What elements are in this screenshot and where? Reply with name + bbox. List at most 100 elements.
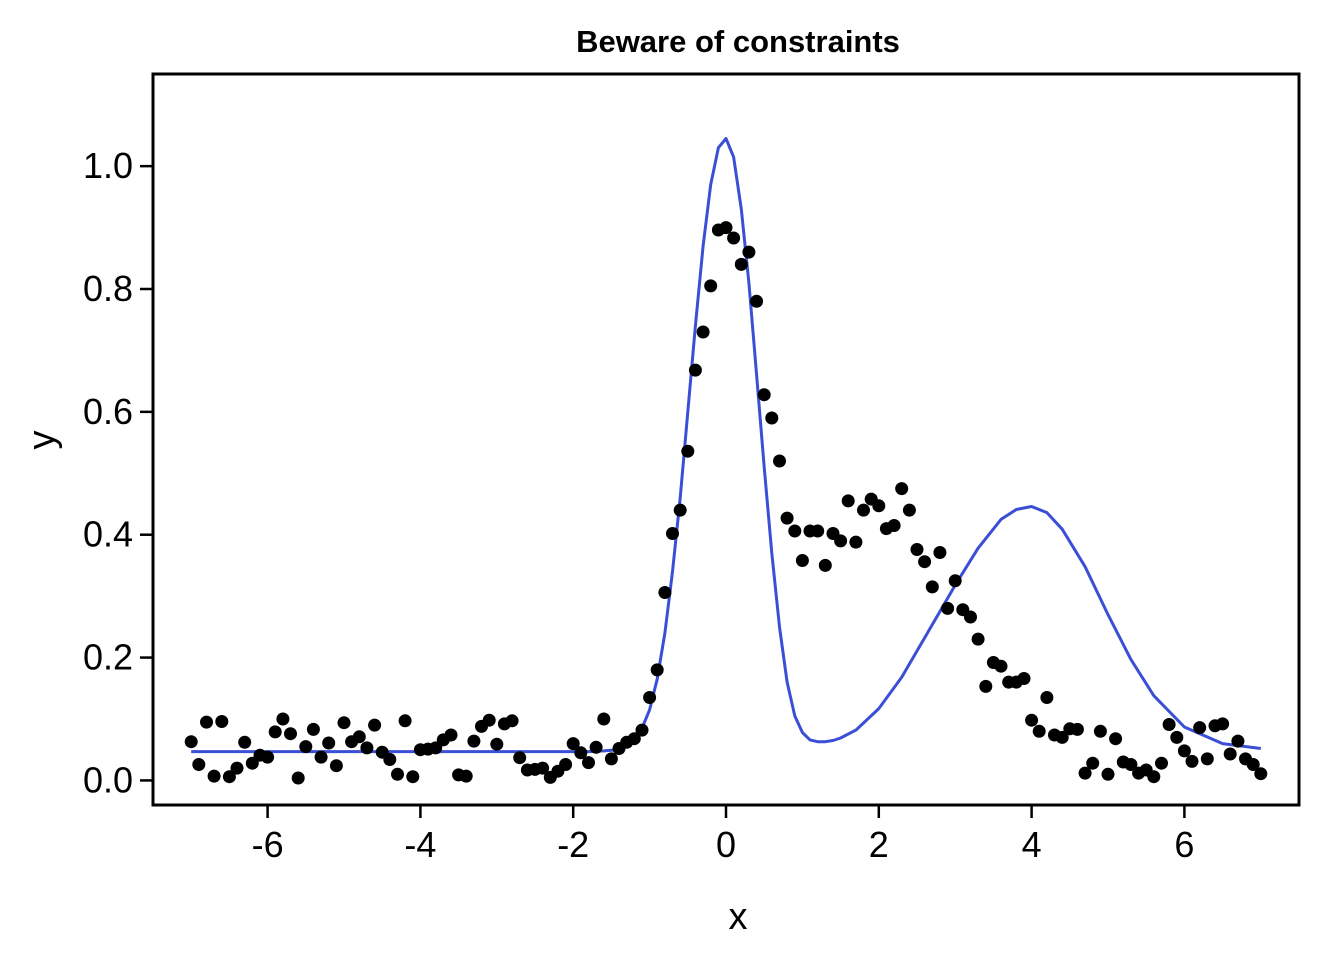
- data-point: [757, 388, 771, 402]
- data-point: [1086, 756, 1100, 770]
- data-point: [1170, 730, 1184, 744]
- data-point: [895, 482, 909, 496]
- data-point: [1025, 713, 1039, 727]
- data-point: [444, 728, 458, 742]
- data-point: [688, 363, 702, 377]
- y-tick-label: 0.2: [83, 637, 133, 678]
- data-point: [1017, 672, 1031, 685]
- y-tick-label: 0.4: [83, 514, 133, 555]
- data-point: [627, 732, 641, 746]
- data-point: [750, 294, 764, 308]
- data-point: [650, 663, 664, 677]
- data-point: [398, 714, 412, 728]
- y-tick-label: 0.0: [83, 759, 133, 800]
- data-point: [1040, 691, 1054, 704]
- data-point: [322, 736, 336, 750]
- data-point: [490, 737, 504, 751]
- data-point: [536, 761, 550, 775]
- data-point: [200, 715, 213, 729]
- data-point: [1155, 756, 1168, 770]
- data-point: [918, 555, 932, 569]
- data-point: [482, 713, 496, 727]
- plot-frame: [151, 72, 1301, 807]
- data-point: [360, 741, 374, 755]
- data-point: [887, 519, 901, 532]
- data-point: [207, 769, 221, 783]
- x-axis: -6 -4 -2 0 2 4 6: [252, 805, 1194, 865]
- x-tick-label: 0: [716, 824, 736, 865]
- data-point: [971, 632, 985, 646]
- data-point: [1093, 724, 1107, 738]
- y-tick-label: 0.8: [83, 268, 133, 309]
- data-point: [604, 752, 618, 766]
- data-point: [979, 679, 993, 693]
- data-point: [337, 716, 351, 730]
- data-point: [467, 734, 481, 748]
- data-point: [1246, 758, 1260, 771]
- data-point: [964, 610, 977, 624]
- data-point: [329, 759, 343, 773]
- data-point: [291, 771, 305, 785]
- data-point: [902, 503, 916, 517]
- data-point: [276, 712, 290, 726]
- y-axis-label: y: [21, 431, 63, 450]
- data-point: [773, 454, 786, 468]
- data-point: [368, 718, 382, 732]
- data-point: [1223, 747, 1237, 761]
- data-point: [795, 554, 809, 567]
- data-point: [268, 725, 282, 739]
- data-point: [1124, 758, 1138, 771]
- data-point: [1231, 734, 1245, 748]
- data-point: [314, 750, 328, 764]
- x-tick-label: -6: [252, 824, 284, 865]
- points-layer: [184, 221, 1268, 785]
- data-point: [1109, 732, 1123, 746]
- data-point: [299, 740, 313, 754]
- data-point: [780, 511, 794, 525]
- data-point: [841, 494, 855, 508]
- data-point: [589, 740, 603, 754]
- data-point: [566, 737, 580, 751]
- data-point: [391, 767, 404, 781]
- data-point: [284, 727, 297, 741]
- data-point: [872, 499, 886, 513]
- data-point: [1216, 717, 1230, 731]
- data-point: [245, 756, 259, 770]
- data-point: [597, 712, 611, 726]
- data-point: [383, 753, 397, 766]
- data-point: [742, 245, 756, 259]
- data-point: [727, 231, 741, 245]
- data-point: [673, 503, 687, 517]
- y-axis: 0.0 0.2 0.4 0.6 0.8 1.0: [83, 145, 153, 800]
- data-point: [513, 751, 527, 765]
- data-point: [681, 444, 695, 458]
- data-point: [818, 558, 832, 572]
- data-point: [1162, 718, 1176, 731]
- x-tick-label: -2: [557, 824, 589, 865]
- data-point: [459, 769, 473, 783]
- data-point: [635, 723, 649, 737]
- data-point: [406, 770, 420, 784]
- data-point: [1193, 721, 1207, 735]
- data-point: [1185, 754, 1199, 768]
- data-point: [306, 722, 320, 736]
- data-point: [948, 574, 962, 588]
- data-point: [1032, 724, 1046, 738]
- data-point: [230, 761, 244, 775]
- data-point: [1200, 752, 1214, 766]
- x-axis-label: x: [729, 896, 748, 938]
- data-point: [1147, 770, 1161, 784]
- data-point: [857, 503, 870, 517]
- data-point: [910, 543, 924, 556]
- data-point: [238, 735, 252, 749]
- data-point: [811, 524, 825, 538]
- data-point: [734, 257, 748, 271]
- data-point: [994, 659, 1008, 673]
- data-point: [933, 546, 947, 559]
- data-point: [1101, 767, 1115, 781]
- data-point: [834, 534, 848, 548]
- data-point: [1177, 744, 1191, 758]
- data-point: [574, 746, 588, 760]
- y-tick-label: 1.0: [83, 145, 133, 186]
